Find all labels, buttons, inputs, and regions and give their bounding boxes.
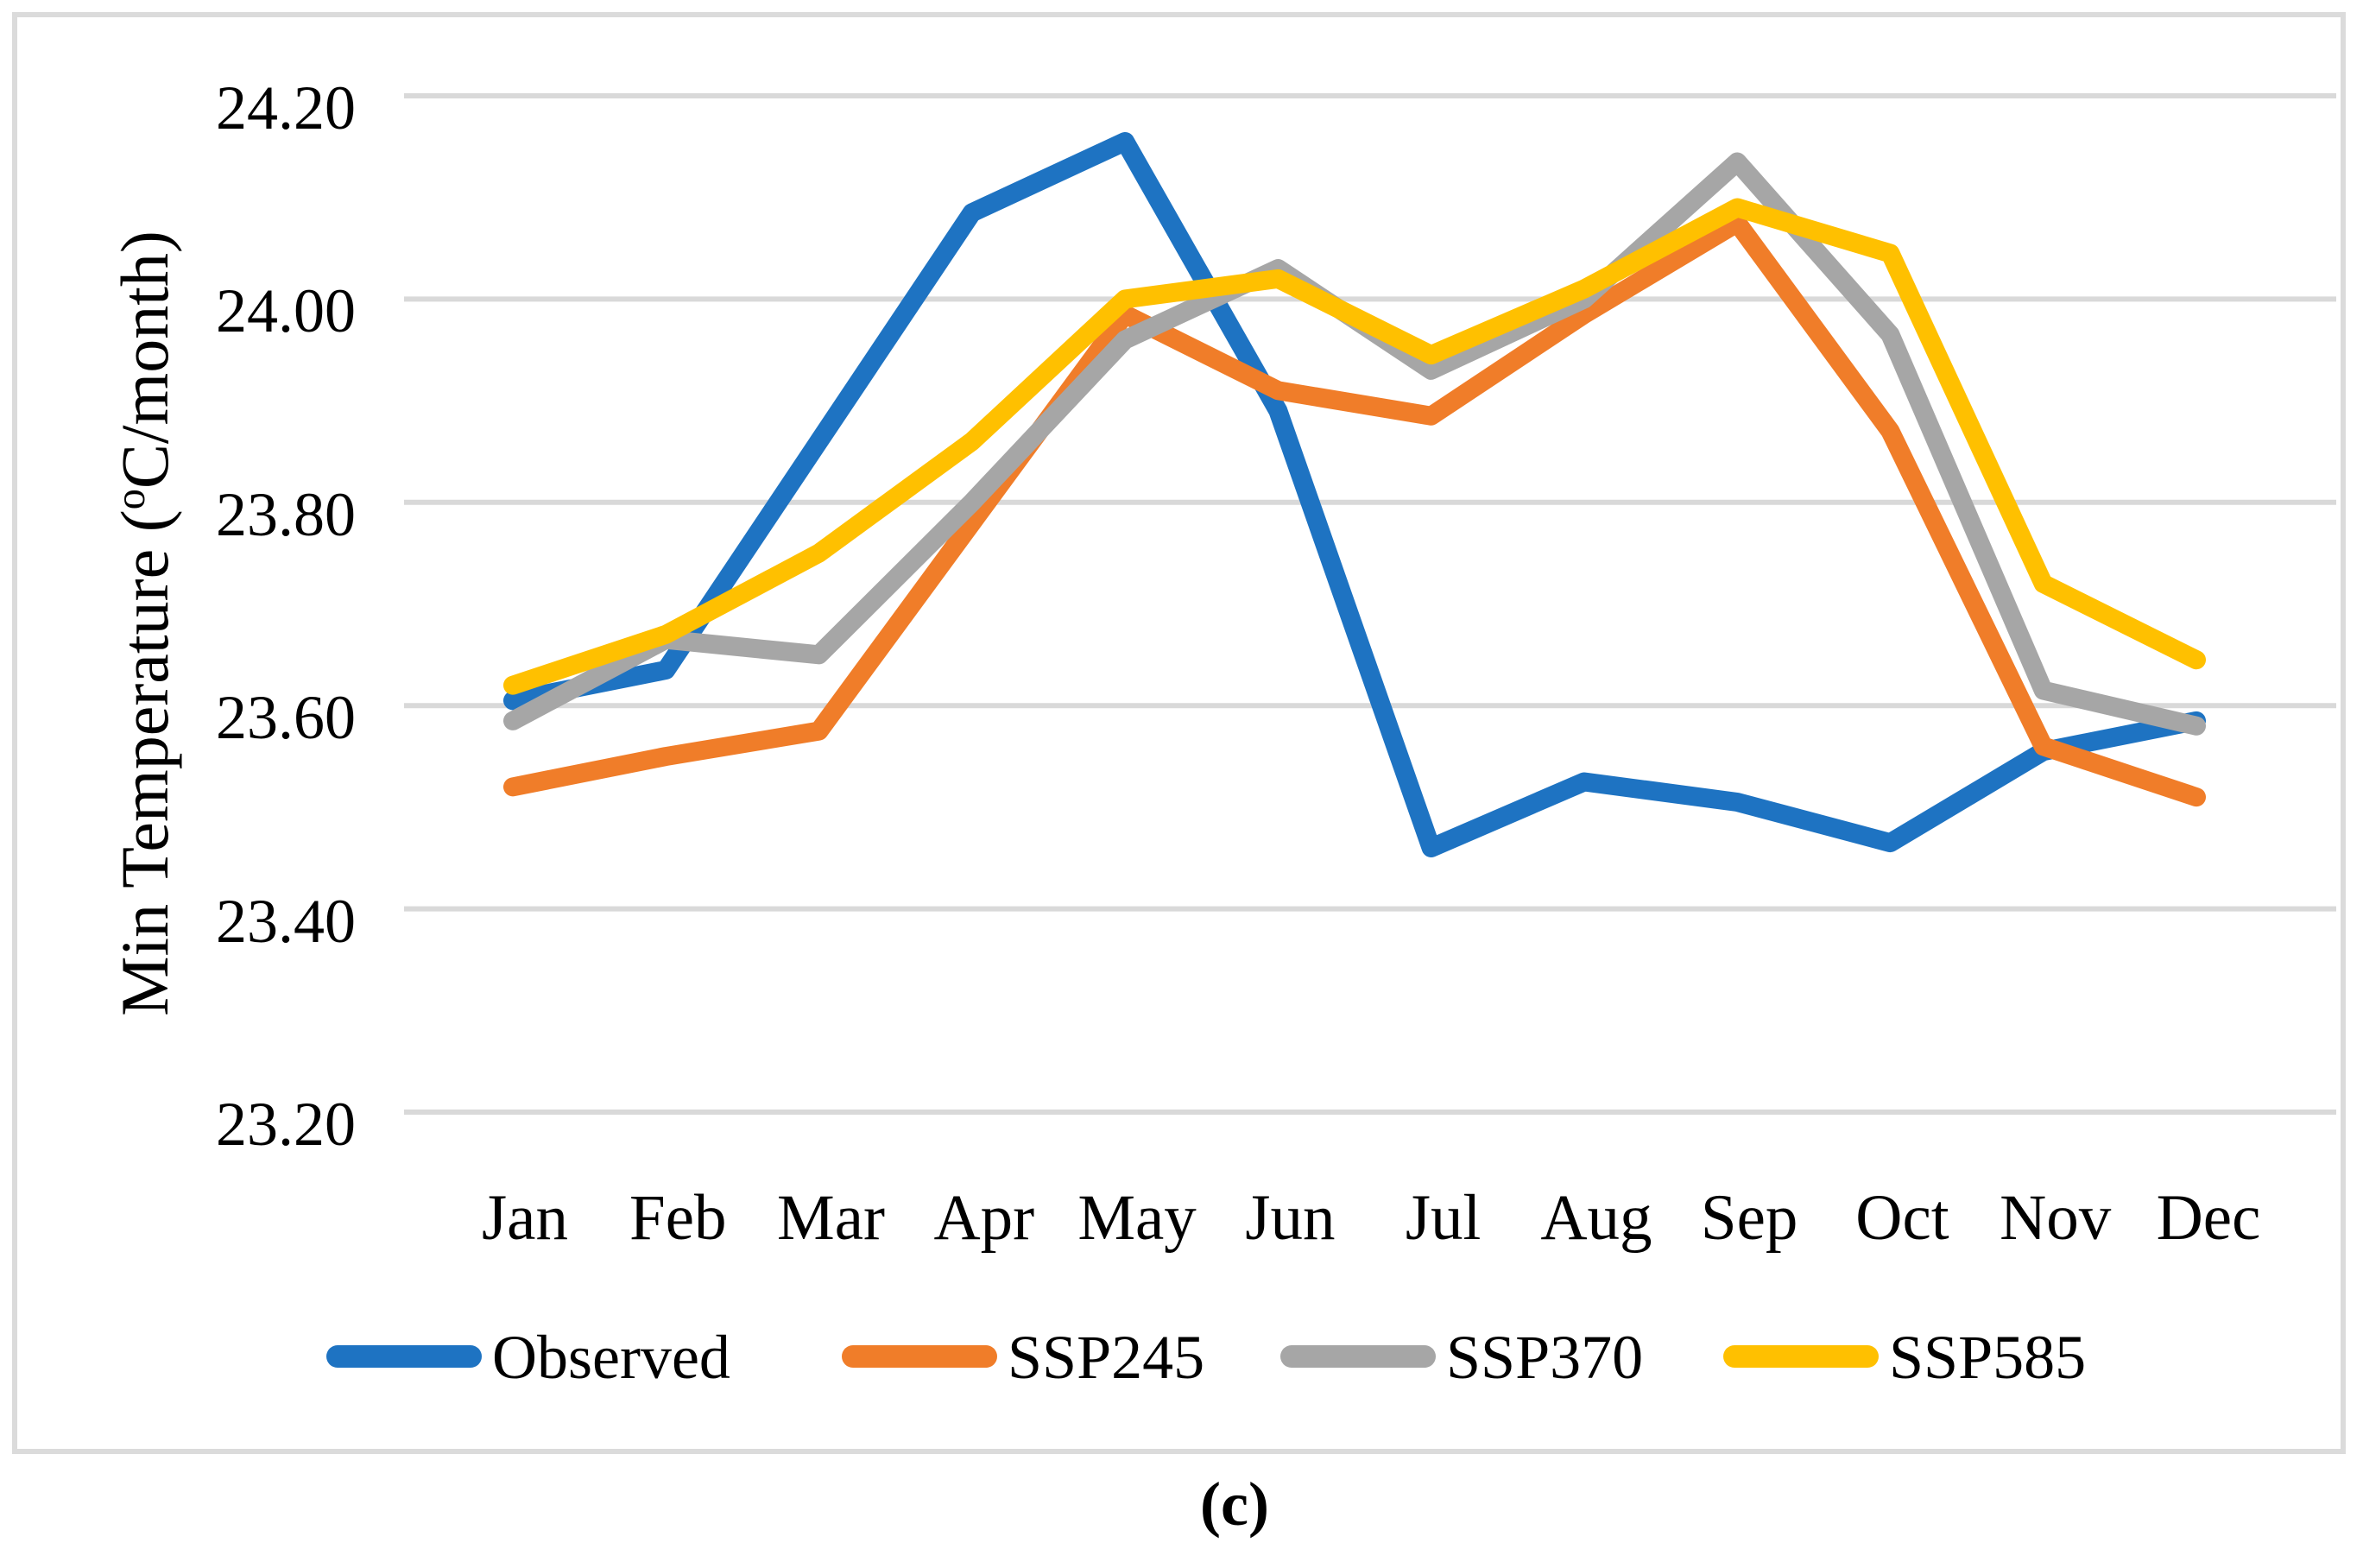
x-tick-label: Jul	[1405, 1182, 1482, 1254]
y-tick-label: 23.40	[216, 886, 356, 956]
x-tick-label: Sep	[1700, 1182, 1798, 1254]
y-tick-label: 24.00	[216, 276, 356, 346]
legend-label-observed: Observed	[492, 1323, 730, 1392]
x-tick-label: Oct	[1855, 1182, 1949, 1254]
legend-label-ssp370: SSP370	[1446, 1323, 1644, 1392]
x-tick-label: Apr	[933, 1182, 1035, 1254]
x-tick-label: Nov	[2000, 1182, 2112, 1254]
legend-swatch-ssp585	[1723, 1345, 1879, 1368]
x-tick-label: Jan	[482, 1182, 568, 1254]
legend-swatch-observed	[326, 1345, 482, 1368]
y-tick-label: 24.20	[216, 73, 356, 142]
series-line-ssp245	[503, 213, 2206, 807]
series-line-observed	[503, 131, 2206, 857]
figure-caption: (c)	[1200, 1470, 1269, 1539]
y-tick-label: 23.20	[216, 1090, 356, 1159]
y-tick-label: 23.60	[216, 683, 356, 753]
legend-swatch-ssp245	[842, 1345, 997, 1368]
chart-panel: Min Temperature (oC/month) 24.20 24.00 23.…	[12, 12, 2346, 1454]
x-tick-label: Aug	[1540, 1182, 1652, 1254]
legend-swatch-ssp370	[1280, 1345, 1436, 1368]
x-tick-label: Feb	[629, 1182, 727, 1254]
x-tick-label: Jun	[1245, 1182, 1336, 1254]
y-axis-title: Min Temperature (oC/month)	[96, 105, 182, 1141]
y-tick-label: 23.80	[216, 479, 356, 549]
x-tick-label: Mar	[777, 1182, 885, 1254]
legend-label-ssp245: SSP245	[1008, 1323, 1205, 1392]
series-line-ssp585	[503, 198, 2206, 695]
legend-label-ssp585: SSP585	[1889, 1323, 2087, 1392]
y-axis-title-unit: C/month)	[107, 231, 182, 490]
x-tick-label: Dec	[2156, 1182, 2261, 1254]
x-tick-label: May	[1077, 1182, 1197, 1254]
plot-area	[404, 93, 2336, 1115]
